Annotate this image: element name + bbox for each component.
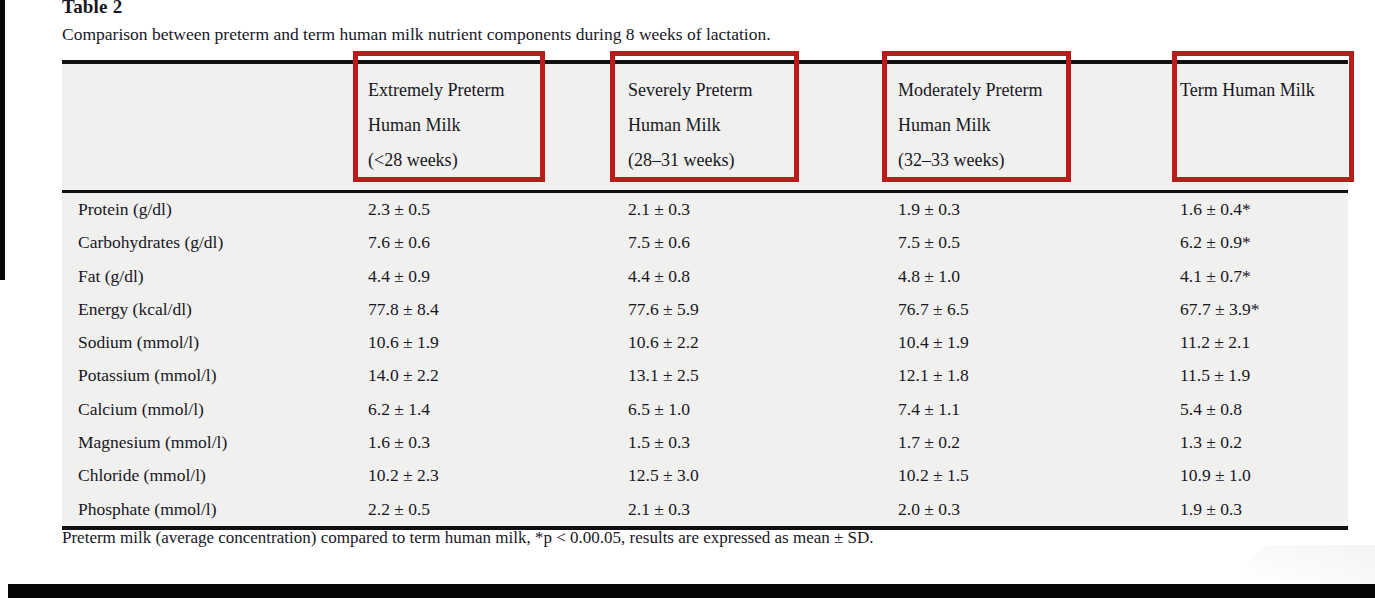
data-cell: 1.3 ± 0.2 bbox=[1180, 426, 1348, 459]
data-cell: 12.5 ± 3.0 bbox=[628, 459, 898, 492]
data-cell: 10.2 ± 1.5 bbox=[898, 459, 1180, 492]
row-label: Phosphate (mmol/l) bbox=[62, 493, 368, 526]
table-row: Carbohydrates (g/dl) 7.6 ± 0.6 7.5 ± 0.6… bbox=[62, 226, 1348, 259]
data-cell: 10.4 ± 1.9 bbox=[898, 326, 1180, 359]
table-row: Potassium (mmol/l) 14.0 ± 2.2 13.1 ± 2.5… bbox=[62, 359, 1348, 392]
data-cell: 4.4 ± 0.9 bbox=[368, 260, 628, 293]
table-footnote: Preterm milk (average concentration) com… bbox=[62, 528, 874, 548]
data-cell: 67.7 ± 3.9* bbox=[1180, 293, 1348, 326]
row-label: Calcium (mmol/l) bbox=[62, 393, 368, 426]
highlight-box-severely-preterm bbox=[610, 51, 799, 182]
row-label: Fat (g/dl) bbox=[62, 260, 368, 293]
row-label: Potassium (mmol/l) bbox=[62, 359, 368, 392]
corner-shade bbox=[1245, 545, 1375, 584]
table-row: Fat (g/dl) 4.4 ± 0.9 4.4 ± 0.8 4.8 ± 1.0… bbox=[62, 260, 1348, 293]
data-cell: 2.3 ± 0.5 bbox=[368, 193, 628, 226]
table-row: Sodium (mmol/l) 10.6 ± 1.9 10.6 ± 2.2 10… bbox=[62, 326, 1348, 359]
row-label: Protein (g/dl) bbox=[62, 193, 368, 226]
data-cell: 10.6 ± 1.9 bbox=[368, 326, 628, 359]
row-label: Carbohydrates (g/dl) bbox=[62, 226, 368, 259]
table-number: Table 2 bbox=[62, 0, 122, 18]
data-cell: 2.2 ± 0.5 bbox=[368, 493, 628, 526]
bottom-border-bar bbox=[8, 584, 1375, 598]
data-cell: 7.4 ± 1.1 bbox=[898, 393, 1180, 426]
data-cell: 1.6 ± 0.4* bbox=[1180, 193, 1348, 226]
data-cell: 77.8 ± 8.4 bbox=[368, 293, 628, 326]
header-blank-cell bbox=[62, 64, 368, 190]
data-cell: 6.5 ± 1.0 bbox=[628, 393, 898, 426]
data-cell: 6.2 ± 0.9* bbox=[1180, 226, 1348, 259]
data-cell: 2.0 ± 0.3 bbox=[898, 493, 1180, 526]
data-cell: 4.4 ± 0.8 bbox=[628, 260, 898, 293]
table-caption: Comparison between preterm and term huma… bbox=[62, 24, 771, 45]
table-row: Phosphate (mmol/l) 2.2 ± 0.5 2.1 ± 0.3 2… bbox=[62, 493, 1348, 526]
data-cell: 6.2 ± 1.4 bbox=[368, 393, 628, 426]
data-cell: 4.8 ± 1.0 bbox=[898, 260, 1180, 293]
data-cell: 14.0 ± 2.2 bbox=[368, 359, 628, 392]
data-cell: 11.2 ± 2.1 bbox=[1180, 326, 1348, 359]
data-cell: 1.9 ± 0.3 bbox=[898, 193, 1180, 226]
data-cell: 4.1 ± 0.7* bbox=[1180, 260, 1348, 293]
table-row: Energy (kcal/dl) 77.8 ± 8.4 77.6 ± 5.9 7… bbox=[62, 293, 1348, 326]
data-cell: 1.9 ± 0.3 bbox=[1180, 493, 1348, 526]
data-cell: 1.5 ± 0.3 bbox=[628, 426, 898, 459]
table-row: Calcium (mmol/l) 6.2 ± 1.4 6.5 ± 1.0 7.4… bbox=[62, 393, 1348, 426]
data-cell: 1.7 ± 0.2 bbox=[898, 426, 1180, 459]
paper-page: Table 2 Comparison between preterm and t… bbox=[0, 0, 1375, 598]
data-cell: 13.1 ± 2.5 bbox=[628, 359, 898, 392]
row-label: Sodium (mmol/l) bbox=[62, 326, 368, 359]
highlight-box-term bbox=[1172, 51, 1354, 182]
data-cell: 10.6 ± 2.2 bbox=[628, 326, 898, 359]
highlight-box-moderately-preterm bbox=[882, 51, 1071, 182]
data-cell: 5.4 ± 0.8 bbox=[1180, 393, 1348, 426]
highlight-box-extremely-preterm bbox=[353, 51, 545, 182]
data-cell: 7.5 ± 0.6 bbox=[628, 226, 898, 259]
table-row: Protein (g/dl) 2.3 ± 0.5 2.1 ± 0.3 1.9 ±… bbox=[62, 193, 1348, 226]
data-cell: 10.9 ± 1.0 bbox=[1180, 459, 1348, 492]
row-label: Magnesium (mmol/l) bbox=[62, 426, 368, 459]
table-row: Magnesium (mmol/l) 1.6 ± 0.3 1.5 ± 0.3 1… bbox=[62, 426, 1348, 459]
row-label: Energy (kcal/dl) bbox=[62, 293, 368, 326]
data-cell: 11.5 ± 1.9 bbox=[1180, 359, 1348, 392]
data-cell: 2.1 ± 0.3 bbox=[628, 493, 898, 526]
table-row: Chloride (mmol/l) 10.2 ± 2.3 12.5 ± 3.0 … bbox=[62, 459, 1348, 492]
data-cell: 7.5 ± 0.5 bbox=[898, 226, 1180, 259]
data-cell: 12.1 ± 1.8 bbox=[898, 359, 1180, 392]
data-cell: 77.6 ± 5.9 bbox=[628, 293, 898, 326]
data-cell: 7.6 ± 0.6 bbox=[368, 226, 628, 259]
row-label: Chloride (mmol/l) bbox=[62, 459, 368, 492]
data-cell: 1.6 ± 0.3 bbox=[368, 426, 628, 459]
data-cell: 10.2 ± 2.3 bbox=[368, 459, 628, 492]
left-border-bar bbox=[0, 0, 5, 280]
data-cell: 76.7 ± 6.5 bbox=[898, 293, 1180, 326]
data-cell: 2.1 ± 0.3 bbox=[628, 193, 898, 226]
